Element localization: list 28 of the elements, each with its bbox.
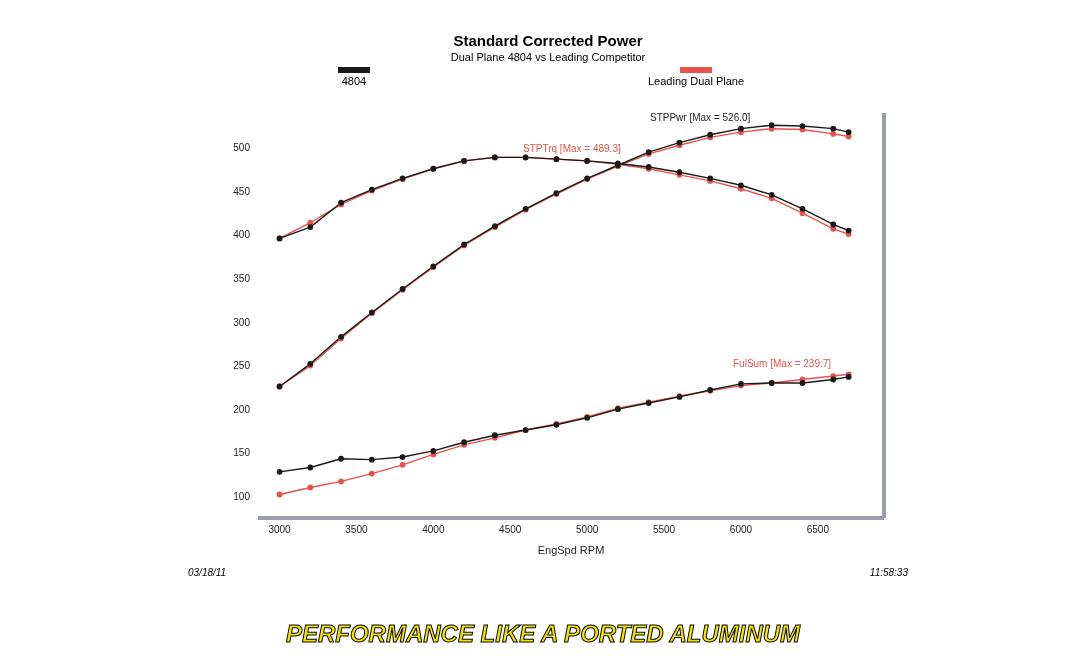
y-tick-label: 200 — [233, 403, 251, 415]
y-tick-label: 350 — [233, 273, 251, 285]
x-tick-label: 4500 — [499, 524, 522, 536]
chart-subtitle: Dual Plane 4804 vs Leading Competitor — [449, 51, 647, 63]
text: 03/18/11 — [188, 567, 227, 578]
annotation: STPPwr [Max = 526.0] — [650, 112, 751, 123]
chart-title: Standard Corrected Power — [452, 32, 644, 49]
legend-label: 4804 — [341, 75, 367, 87]
text: PERFORMANCE LIKE A PORTED ALUMINUM — [284, 620, 802, 648]
annotation: STPTrq [Max = 489.3] — [523, 143, 621, 154]
y-tick-label: 250 — [233, 360, 251, 372]
x-tick-label: 6500 — [806, 524, 830, 536]
text: 11:58:33 — [869, 567, 908, 578]
x-axis-title: EngSpd RPM — [537, 544, 605, 556]
annotation: FulSum [Max = 239.7] — [733, 358, 832, 369]
y-tick-label: 500 — [233, 142, 251, 154]
x-tick-label: 5500 — [652, 524, 676, 536]
x-tick-label: 3000 — [268, 524, 292, 536]
x-tick-label: 3500 — [345, 524, 368, 536]
y-tick-label: 400 — [233, 229, 251, 241]
legend-label: Leading Dual Plane — [648, 75, 745, 87]
y-tick-label: 150 — [233, 447, 251, 459]
x-tick-label: 6000 — [729, 524, 753, 536]
y-tick-label: 450 — [233, 185, 251, 197]
x-tick-label: 4000 — [422, 524, 445, 536]
y-tick-label: 100 — [233, 490, 251, 502]
y-tick-label: 300 — [233, 316, 251, 328]
x-tick-label: 5000 — [576, 524, 599, 536]
